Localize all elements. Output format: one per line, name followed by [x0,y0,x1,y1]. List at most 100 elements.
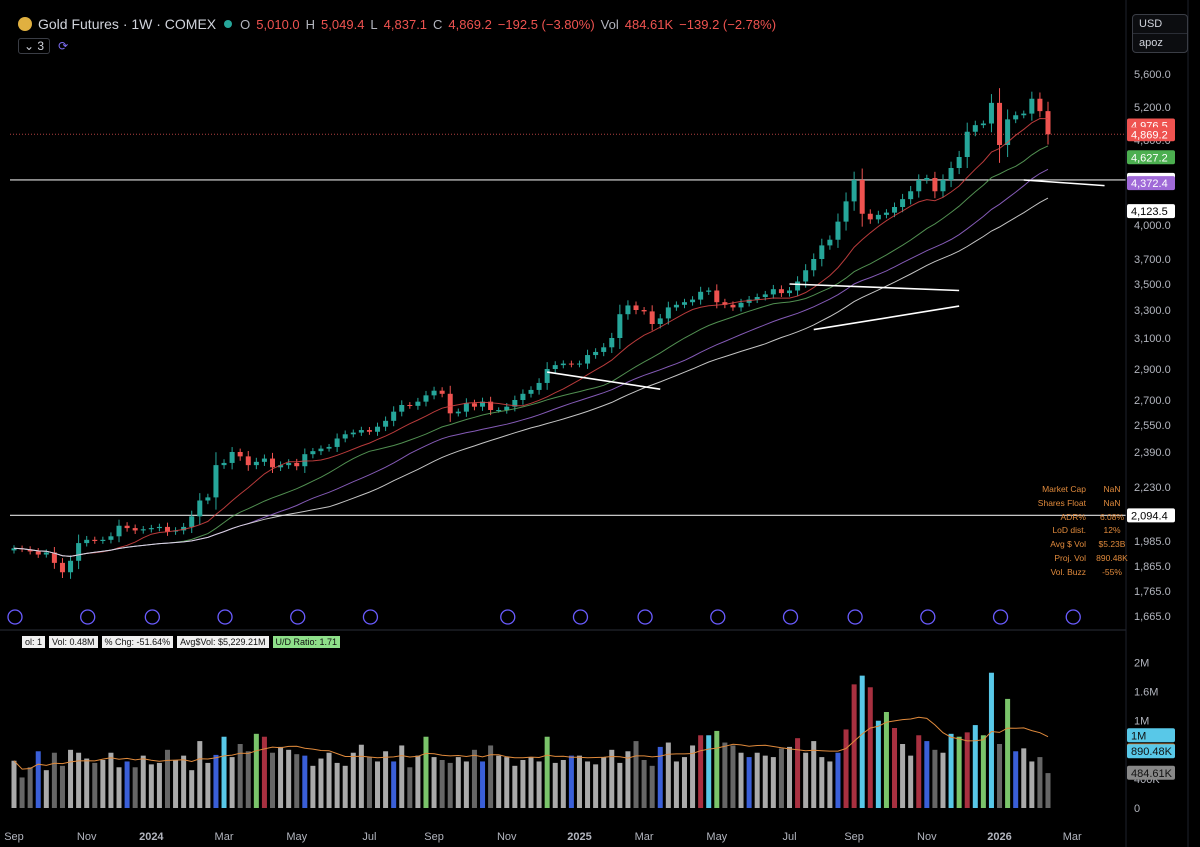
candle [940,180,946,192]
volume-bar [391,761,397,808]
event-marker-icon [500,609,516,625]
volume-bar [568,755,574,808]
candle [1045,111,1051,135]
volume-bar [27,767,33,808]
volume-bar [738,752,744,808]
volume-bar [601,757,607,808]
volume-bar [181,755,187,808]
candle [528,389,534,394]
event-marker-icon [920,609,936,625]
volume-bar [302,755,308,808]
candle [27,549,33,552]
candle [722,302,728,305]
candle [189,516,195,527]
volume-bar [455,757,461,808]
volume-bar [100,760,106,808]
stat-value: NaN [1103,484,1121,494]
stat-label: Market Cap [1042,484,1086,494]
candle [1021,113,1027,116]
volume-bar [859,675,865,808]
volume-bar [221,736,227,808]
sync-icon[interactable]: ⟳ [58,39,69,53]
volume-bar [310,765,316,808]
candle [803,270,809,282]
price-level-badge [1127,150,1175,165]
stats-row: Avg $ Vol $5.23B [1024,538,1130,552]
stat-value: $5.23B [1098,539,1126,550]
volume-bar [213,754,219,808]
volume-bar [633,741,639,808]
price-level-label: 4,627.2 [1131,152,1168,164]
candle [576,363,582,365]
candle [778,289,784,294]
volume-bar [197,741,203,808]
price-tick-label: 1,765.0 [1134,586,1171,598]
candle [124,525,130,529]
volume-bar [253,733,259,808]
volume-bar [956,736,962,808]
volume-bar [423,736,429,808]
candle [350,432,356,435]
event-marker-icon [80,609,96,625]
high-value: 5,049.4 [321,16,365,32]
candle [156,526,162,529]
currency-selector[interactable]: USD [1139,18,1163,30]
stat-label: LoD dist. [1052,525,1086,536]
volume-bar [900,744,906,808]
volume-change-value: −139.2 (−2.78%) [679,16,777,32]
volume-bar [851,684,857,808]
price-level-badge [1127,176,1175,191]
trendline [547,371,661,390]
candle [221,462,227,466]
candle [504,406,510,410]
price-tick-label: 2,550.0 [1134,420,1171,432]
volume-bar [746,757,752,808]
volume-bar [164,749,170,808]
candle [544,369,550,383]
volume-bar [132,767,138,808]
event-marker-icon [1065,609,1081,625]
stat-value: NaN [1103,497,1121,508]
candle [811,259,817,271]
currency-panel[interactable]: USD apoz [1132,14,1188,53]
candle [480,401,486,407]
volume-bar [536,761,542,808]
volume-bar [334,762,340,808]
volume-bar [399,745,405,808]
ma-40-line [13,197,1049,557]
volume-bar [795,738,801,808]
candle [399,405,405,412]
volume-bar [819,757,825,808]
candle [35,551,41,555]
volume-bar [76,752,82,808]
candle [407,405,413,406]
volume-bars [11,672,1051,808]
candle [447,393,453,414]
candle [43,552,49,555]
stat-value: -55% [1102,566,1122,577]
stats-row: Shares Float NaN [1024,497,1130,511]
candle [956,157,962,168]
volume-bar [843,729,849,808]
volume-bar [59,765,65,808]
symbol-title[interactable]: Gold Futures · 1W · COMEX [38,16,217,32]
candle [552,365,558,369]
candle [229,452,235,463]
x-tick-label: Nov [497,831,517,843]
volume-bar [916,735,922,808]
candle [455,411,461,414]
stats-table: Market Cap NaN Shares Float NaN ADR% 6.08% … [1024,483,1130,580]
candle [431,390,437,396]
candle [269,458,276,468]
event-marker-icon [362,609,379,625]
volume-bar [92,762,98,808]
volume-bar [867,687,873,808]
indicators-toggle-button[interactable]: ⌄ 3 [18,38,51,54]
candle [205,497,211,501]
volume-tick-label: 1.6M [1134,687,1158,699]
volume-bar [326,752,332,808]
candle [496,410,502,411]
candle [302,454,308,467]
scale-mode-selector[interactable]: apoz [1133,33,1187,52]
